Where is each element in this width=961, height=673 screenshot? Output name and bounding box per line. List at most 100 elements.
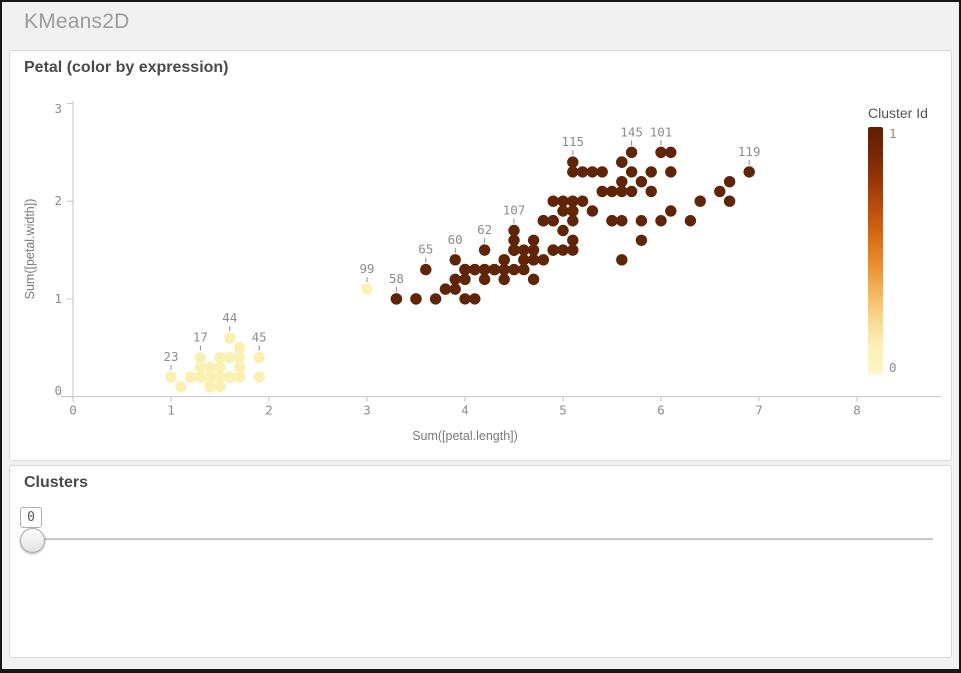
- data-point[interactable]: [204, 371, 216, 383]
- data-point[interactable]: [508, 244, 520, 256]
- data-point[interactable]: [743, 166, 755, 178]
- data-point[interactable]: [567, 215, 579, 227]
- slider-handle[interactable]: [20, 528, 45, 553]
- data-point[interactable]: [469, 263, 481, 276]
- data-point[interactable]: [567, 244, 579, 256]
- data-point[interactable]: [635, 234, 648, 246]
- data-point[interactable]: [459, 293, 471, 305]
- data-point[interactable]: [194, 371, 207, 383]
- data-point[interactable]: [616, 215, 628, 227]
- data-point[interactable]: [527, 234, 540, 246]
- data-point[interactable]: [498, 254, 510, 266]
- data-point[interactable]: [557, 195, 569, 207]
- data-point[interactable]: [498, 273, 510, 286]
- data-point[interactable]: [518, 244, 530, 256]
- data-point[interactable]: [508, 263, 520, 276]
- data-point[interactable]: [606, 185, 618, 198]
- data-point[interactable]: [233, 371, 246, 383]
- data-point[interactable]: [537, 215, 550, 227]
- data-point[interactable]: [547, 195, 559, 207]
- data-point[interactable]: [410, 293, 422, 305]
- data-point[interactable]: [625, 146, 638, 159]
- data-point[interactable]: [527, 273, 540, 286]
- slider-track[interactable]: [24, 538, 933, 541]
- data-point[interactable]: [165, 371, 177, 383]
- data-point[interactable]: [557, 205, 569, 217]
- data-point[interactable]: [567, 205, 579, 217]
- data-point[interactable]: [635, 175, 648, 188]
- data-point[interactable]: [449, 283, 461, 295]
- data-point[interactable]: [567, 195, 579, 207]
- data-point[interactable]: [390, 293, 403, 305]
- data-point[interactable]: [714, 185, 726, 198]
- data-point[interactable]: [420, 263, 432, 276]
- data-point[interactable]: [616, 175, 628, 188]
- data-point[interactable]: [204, 381, 216, 393]
- data-point[interactable]: [625, 185, 638, 198]
- data-point[interactable]: [224, 371, 236, 383]
- data-point[interactable]: [655, 146, 667, 159]
- data-point[interactable]: [655, 215, 667, 227]
- data-point[interactable]: [233, 342, 246, 354]
- data-point[interactable]: [723, 195, 736, 207]
- data-point[interactable]: [478, 273, 491, 286]
- data-point[interactable]: [645, 166, 657, 178]
- data-point[interactable]: [567, 156, 579, 168]
- data-point[interactable]: [576, 166, 589, 178]
- data-point[interactable]: [665, 146, 677, 159]
- data-point[interactable]: [557, 244, 569, 256]
- data-point[interactable]: [253, 351, 265, 364]
- data-point[interactable]: [586, 166, 599, 178]
- data-point[interactable]: [478, 263, 491, 276]
- data-point[interactable]: [449, 273, 461, 286]
- data-point[interactable]: [547, 244, 559, 256]
- data-point[interactable]: [625, 166, 638, 178]
- data-point[interactable]: [224, 332, 236, 344]
- data-point[interactable]: [694, 195, 706, 207]
- data-point[interactable]: [586, 205, 599, 217]
- data-point[interactable]: [518, 254, 530, 266]
- scatter-chart[interactable]: 0 1 2 3 4 5 6 7 80123Sum([petal.length])Sum([pet…: [10, 51, 949, 457]
- data-point[interactable]: [449, 254, 461, 266]
- data-point[interactable]: [498, 263, 510, 276]
- data-point[interactable]: [469, 293, 481, 305]
- data-point[interactable]: [557, 224, 569, 237]
- data-point[interactable]: [596, 166, 608, 178]
- data-point[interactable]: [361, 283, 373, 295]
- data-point[interactable]: [478, 244, 491, 256]
- data-point[interactable]: [635, 215, 648, 227]
- data-point[interactable]: [184, 371, 197, 383]
- data-point[interactable]: [537, 254, 550, 266]
- data-point[interactable]: [194, 361, 207, 373]
- data-point[interactable]: [175, 381, 187, 393]
- data-point[interactable]: [429, 293, 442, 305]
- data-point[interactable]: [576, 195, 589, 207]
- data-point[interactable]: [723, 175, 736, 188]
- data-point[interactable]: [459, 263, 471, 276]
- data-point[interactable]: [488, 263, 501, 276]
- data-point[interactable]: [527, 254, 540, 266]
- data-point[interactable]: [527, 244, 540, 256]
- data-point[interactable]: [518, 263, 530, 276]
- data-point[interactable]: [224, 351, 236, 364]
- data-point[interactable]: [508, 224, 520, 237]
- data-point[interactable]: [616, 185, 628, 198]
- slider-value-box[interactable]: 0: [20, 507, 42, 528]
- data-point[interactable]: [214, 371, 226, 383]
- data-point[interactable]: [596, 185, 608, 198]
- data-point[interactable]: [459, 273, 471, 286]
- data-point[interactable]: [204, 361, 216, 373]
- data-point[interactable]: [508, 234, 520, 246]
- data-point[interactable]: [194, 351, 207, 364]
- data-point[interactable]: [214, 381, 226, 393]
- data-point[interactable]: [567, 234, 579, 246]
- data-point[interactable]: [439, 283, 452, 295]
- data-point[interactable]: [547, 215, 559, 227]
- data-point[interactable]: [616, 156, 628, 168]
- data-point[interactable]: [616, 254, 628, 266]
- data-point[interactable]: [665, 166, 677, 178]
- data-point[interactable]: [253, 371, 265, 383]
- data-point[interactable]: [567, 166, 579, 178]
- data-point[interactable]: [233, 351, 246, 364]
- data-point[interactable]: [606, 215, 618, 227]
